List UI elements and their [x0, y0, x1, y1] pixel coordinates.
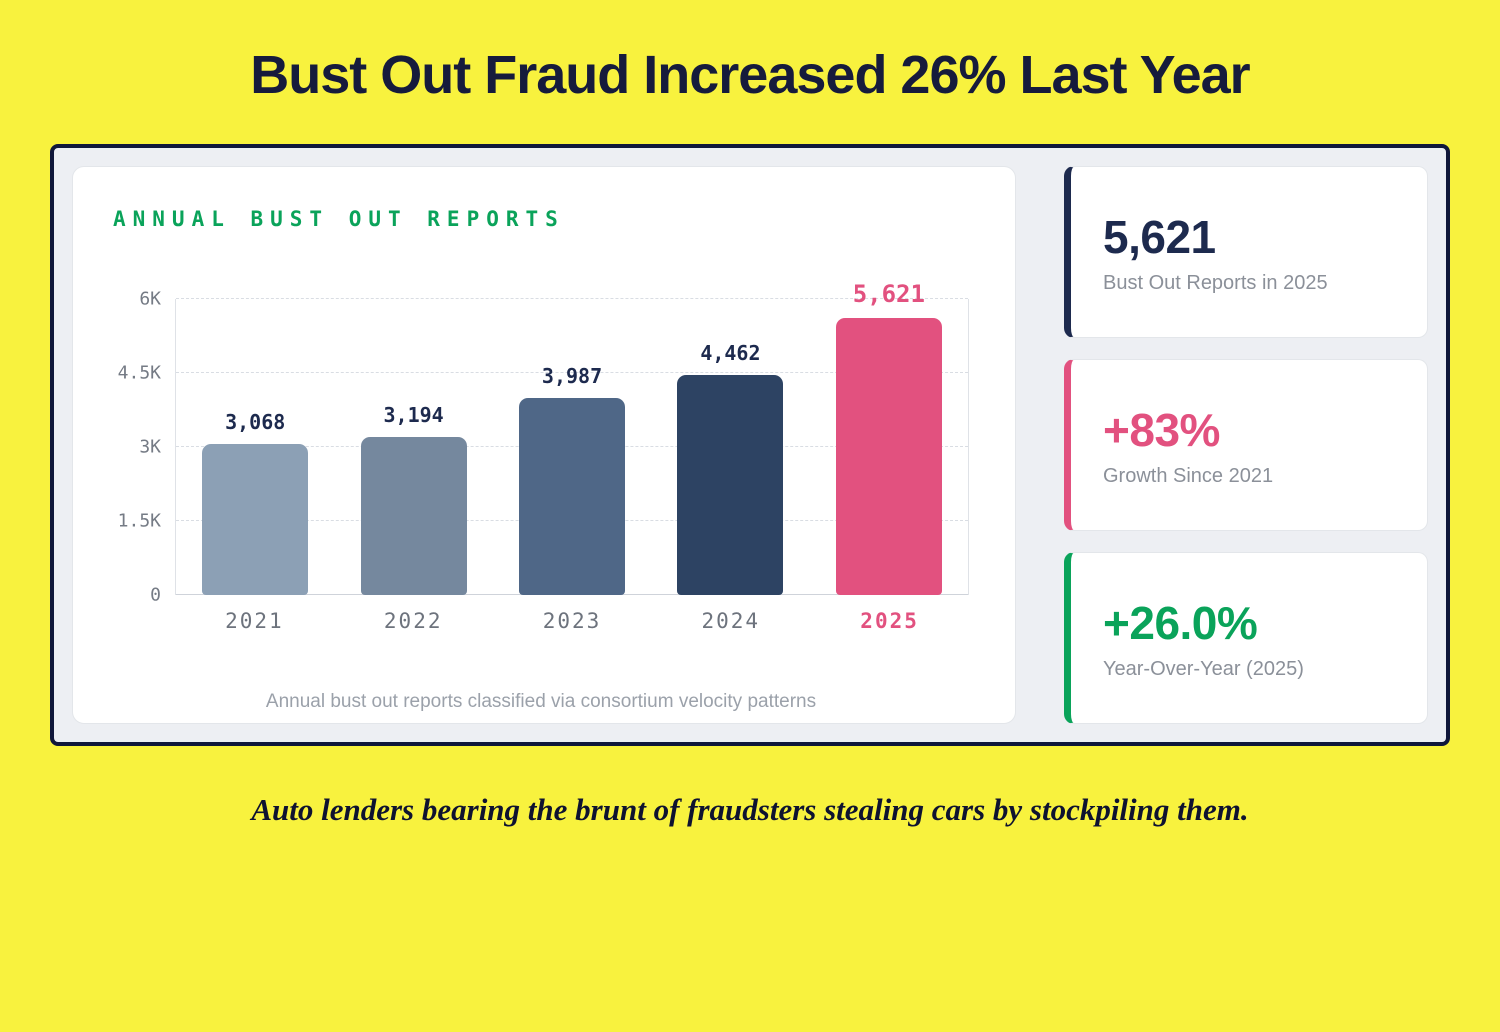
bar-group-2023: 3,987: [493, 299, 651, 595]
bar-2022: [360, 437, 467, 595]
infographic-panel: ANNUAL BUST OUT REPORTS 6K 4.5K 3K 1.5K 0 3,…: [50, 144, 1450, 746]
plot-area: 3,068 3,194 3,987 4,462 5,621: [175, 280, 969, 595]
bar-chart: 6K 4.5K 3K 1.5K 0 3,068 3,194 3,987 4,462 5,621: [113, 280, 969, 606]
bar-2024: [677, 374, 784, 595]
stat-card-growth-since-2021: +83% Growth Since 2021: [1064, 359, 1428, 531]
y-tick-label: 6K: [139, 288, 161, 310]
stat-card-reports-2025: 5,621 Bust Out Reports in 2025: [1064, 166, 1428, 338]
stat-value: +83%: [1103, 403, 1220, 456]
bar-value-label-2024: 4,462: [700, 340, 761, 365]
stat-label: Bust Out Reports in 2025: [1103, 271, 1328, 294]
y-axis: 6K 4.5K 3K 1.5K 0: [113, 289, 175, 606]
bar-2025: [835, 317, 942, 595]
chart-card: ANNUAL BUST OUT REPORTS 6K 4.5K 3K 1.5K 0 3,…: [72, 166, 1016, 724]
stat-value: +26.0%: [1103, 596, 1258, 649]
bar-group-2021: 3,068: [176, 299, 334, 595]
chart-caption: Annual bust out reports classified via c…: [265, 691, 817, 712]
bar-value-label-2023: 3,987: [541, 364, 603, 389]
bar-group-2024: 4,462: [651, 299, 809, 595]
chart-title: ANNUAL BUST OUT REPORTS: [113, 207, 565, 231]
gridline-4.5K: [176, 372, 968, 373]
footer-note: Auto lenders bearing the brunt of frauds…: [251, 792, 1249, 827]
stat-card-year-over-year: +26.0% Year-Over-Year (2025): [1064, 552, 1428, 724]
stats-column: 5,621 Bust Out Reports in 2025 +83% Grow…: [1064, 166, 1428, 724]
bar-group-2025: 5,621: [810, 280, 968, 595]
stat-label: Growth Since 2021: [1103, 464, 1274, 487]
page-title: Bust Out Fraud Increased 26% Last Year: [250, 45, 1250, 105]
bar-2023: [519, 398, 626, 595]
gridline-6K: [176, 298, 968, 299]
bar-value-label-2025: 5,621: [852, 279, 925, 308]
x-tick-label-2021: 2021: [225, 609, 284, 633]
bars-row: 3,068 3,194 3,987 4,462 5,621: [176, 280, 968, 595]
x-tick-label-2023: 2023: [542, 609, 602, 633]
stat-value: 5,621: [1103, 210, 1216, 263]
bar-value-label-2021: 3,068: [225, 409, 286, 434]
y-tick-label: 1.5K: [117, 510, 161, 532]
x-tick-label-2024: 2024: [701, 609, 761, 633]
y-tick-label: 0: [150, 584, 161, 606]
bar-group-2022: 3,194: [334, 299, 492, 595]
bar-2021: [202, 443, 309, 595]
y-tick-label: 4.5K: [117, 362, 161, 384]
x-tick-label-2025: 2025: [860, 609, 919, 633]
y-tick-label: 3K: [139, 436, 161, 458]
x-axis: 2021 2022 2023 2024 2025: [175, 609, 969, 633]
x-tick-label-2022: 2022: [383, 609, 443, 633]
bar-value-label-2022: 3,194: [383, 403, 444, 428]
stat-label: Year-Over-Year (2025): [1103, 657, 1304, 680]
